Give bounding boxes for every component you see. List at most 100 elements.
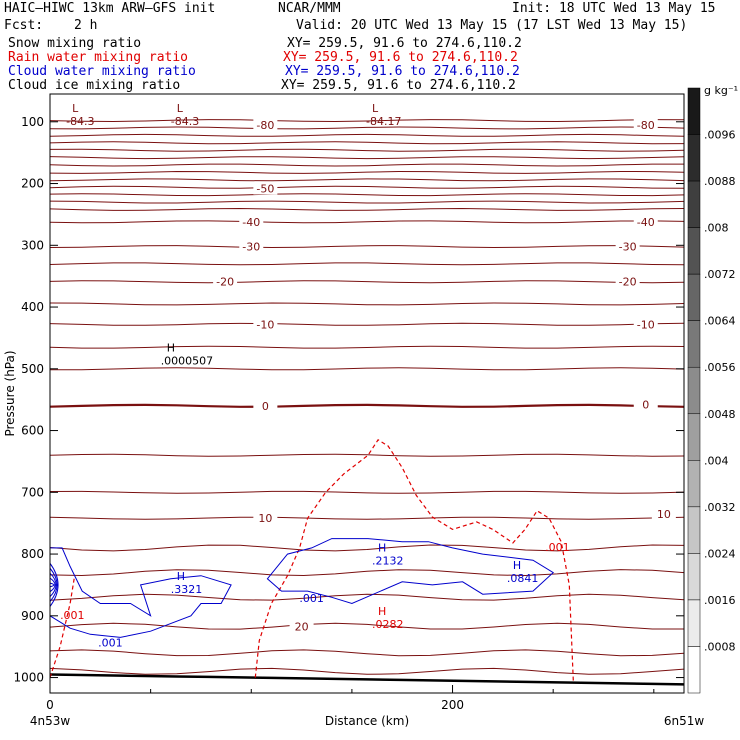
temperature-label: -20 <box>619 276 637 289</box>
temperature-isoline <box>49 185 685 189</box>
temperature-label: 10 <box>657 508 671 521</box>
temperature-isoline <box>50 367 685 371</box>
colorbar-swatch <box>687 87 701 135</box>
colorbar-label: .0056 <box>704 361 736 374</box>
temperature-isoline <box>49 649 685 657</box>
temperature-isoline <box>49 544 685 552</box>
field-rain-xy: XY= 259.5, 91.6 to 274.6,110.2 <box>283 50 518 65</box>
extremum-marker: H <box>513 559 521 572</box>
temperature-label: -30 <box>242 241 260 254</box>
colorbar-label: .0024 <box>704 547 736 560</box>
temperature-label: 0 <box>642 399 649 412</box>
temperature-isoline <box>49 403 685 408</box>
contour-label-bg <box>213 274 238 288</box>
field-cloudwater-xy: XY= 259.5, 91.6 to 274.6,110.2 <box>285 64 520 79</box>
contour-label-bg <box>239 239 264 253</box>
colorbar-swatch <box>687 599 701 647</box>
colorbar-swatch <box>687 506 701 554</box>
temperature-isoline <box>49 193 685 197</box>
cloud-water-contour <box>49 563 59 607</box>
x-axis-title: Distance (km) <box>325 714 409 728</box>
colorbar-swatch <box>687 180 701 228</box>
x-tick-label: 200 <box>441 698 464 712</box>
rain-contour-left <box>49 578 75 678</box>
field-cloudice-xy: XY= 259.5, 91.6 to 274.6,110.2 <box>281 78 516 93</box>
temperature-label: -20 <box>216 276 234 289</box>
temperature-isoline <box>49 126 685 130</box>
temperature-isoline <box>49 200 685 204</box>
temperature-isoline <box>49 220 685 224</box>
temperature-label: 10 <box>258 512 272 525</box>
temperature-isoline <box>49 569 685 577</box>
temperature-isoline <box>49 133 685 137</box>
cloud-water-contour <box>49 577 56 593</box>
contour-label-bg <box>253 511 278 525</box>
colorbar-swatch <box>687 273 701 321</box>
colorbar-swatch <box>687 553 701 601</box>
colorbar-swatch <box>687 646 701 694</box>
extremum-value: .3321 <box>171 583 203 596</box>
temperature-isoline <box>49 245 685 249</box>
extremum-marker: H <box>378 605 386 618</box>
model-title: HAIC–HIWC 13km ARW–GFS init <box>4 1 216 16</box>
temperature-label: -10 <box>256 318 274 331</box>
extremum-marker: H <box>167 341 175 354</box>
end-point-label: 6n51w <box>664 714 705 728</box>
contour-label-bg <box>253 398 278 412</box>
colorbar-swatch <box>687 134 701 182</box>
temperature-isoline <box>49 516 685 520</box>
extremum-marker: L <box>72 102 79 115</box>
temperature-label: 20 <box>295 620 309 633</box>
temperature-isoline <box>49 622 684 630</box>
extremum-value: .0000507 <box>161 354 214 367</box>
rain-contour <box>254 438 574 681</box>
colorbar-label: .0008 <box>704 640 736 653</box>
cloud-water-contour <box>266 538 555 605</box>
field-rain-name: Rain water mixing ratio <box>8 50 189 65</box>
temperature-isoline <box>49 156 685 160</box>
temperature-isoline <box>49 207 685 211</box>
y-tick-label: 200 <box>21 177 44 191</box>
extremum-value: -84.3 <box>66 115 94 128</box>
x-tick-label: 0 <box>46 698 54 712</box>
y-axis-title: Pressure (hPa) <box>3 350 17 436</box>
colorbar-label: .0016 <box>704 594 736 607</box>
colorbar-label: .0072 <box>704 268 736 281</box>
temperature-label: -40 <box>242 216 260 229</box>
extremum-marker: H <box>378 541 386 554</box>
temperature-isoline <box>49 345 685 349</box>
start-point-label: 4n53w <box>30 714 71 728</box>
field-snow-name: Snow mixing ratio <box>8 36 142 51</box>
colorbar-label: .0096 <box>704 129 736 142</box>
temperature-isoline <box>49 141 685 145</box>
field-cloudice-name: Cloud ice mixing ratio <box>8 78 181 93</box>
temperature-label: -30 <box>619 241 637 254</box>
cloud-water-contour <box>49 547 232 638</box>
contour-label-bg <box>615 239 640 253</box>
temperature-isoline <box>49 490 685 494</box>
temperature-isoline <box>49 262 685 266</box>
temperature-isoline <box>49 453 685 457</box>
contour-label-bg <box>253 317 278 331</box>
temperature-isoline <box>49 302 685 306</box>
plot-frame <box>49 93 685 694</box>
y-tick-label: 400 <box>21 300 44 314</box>
temperature-isoline <box>49 178 685 182</box>
temperature-isoline <box>49 280 685 284</box>
cloud-water-contour <box>49 567 58 602</box>
colorbar-swatch <box>687 320 701 368</box>
forecast-hours: 2 h <box>74 18 98 33</box>
contour-label-bg <box>289 619 314 633</box>
extremum-value: .0282 <box>372 618 404 631</box>
colorbar-label: .004 <box>704 454 729 467</box>
valid-time: Valid: 20 UTC Wed 13 May 15 (17 LST Wed … <box>296 18 688 33</box>
forecast-label: Fcst: <box>4 18 44 33</box>
cloud-water-contour <box>49 582 55 588</box>
extremum-marker: L <box>177 102 184 115</box>
cloud-water-label: .001 <box>98 637 123 650</box>
temperature-isoline <box>49 148 685 152</box>
temperature-isoline <box>49 163 684 167</box>
y-tick-label: 600 <box>21 424 44 438</box>
colorbar-label: .0048 <box>704 408 736 421</box>
